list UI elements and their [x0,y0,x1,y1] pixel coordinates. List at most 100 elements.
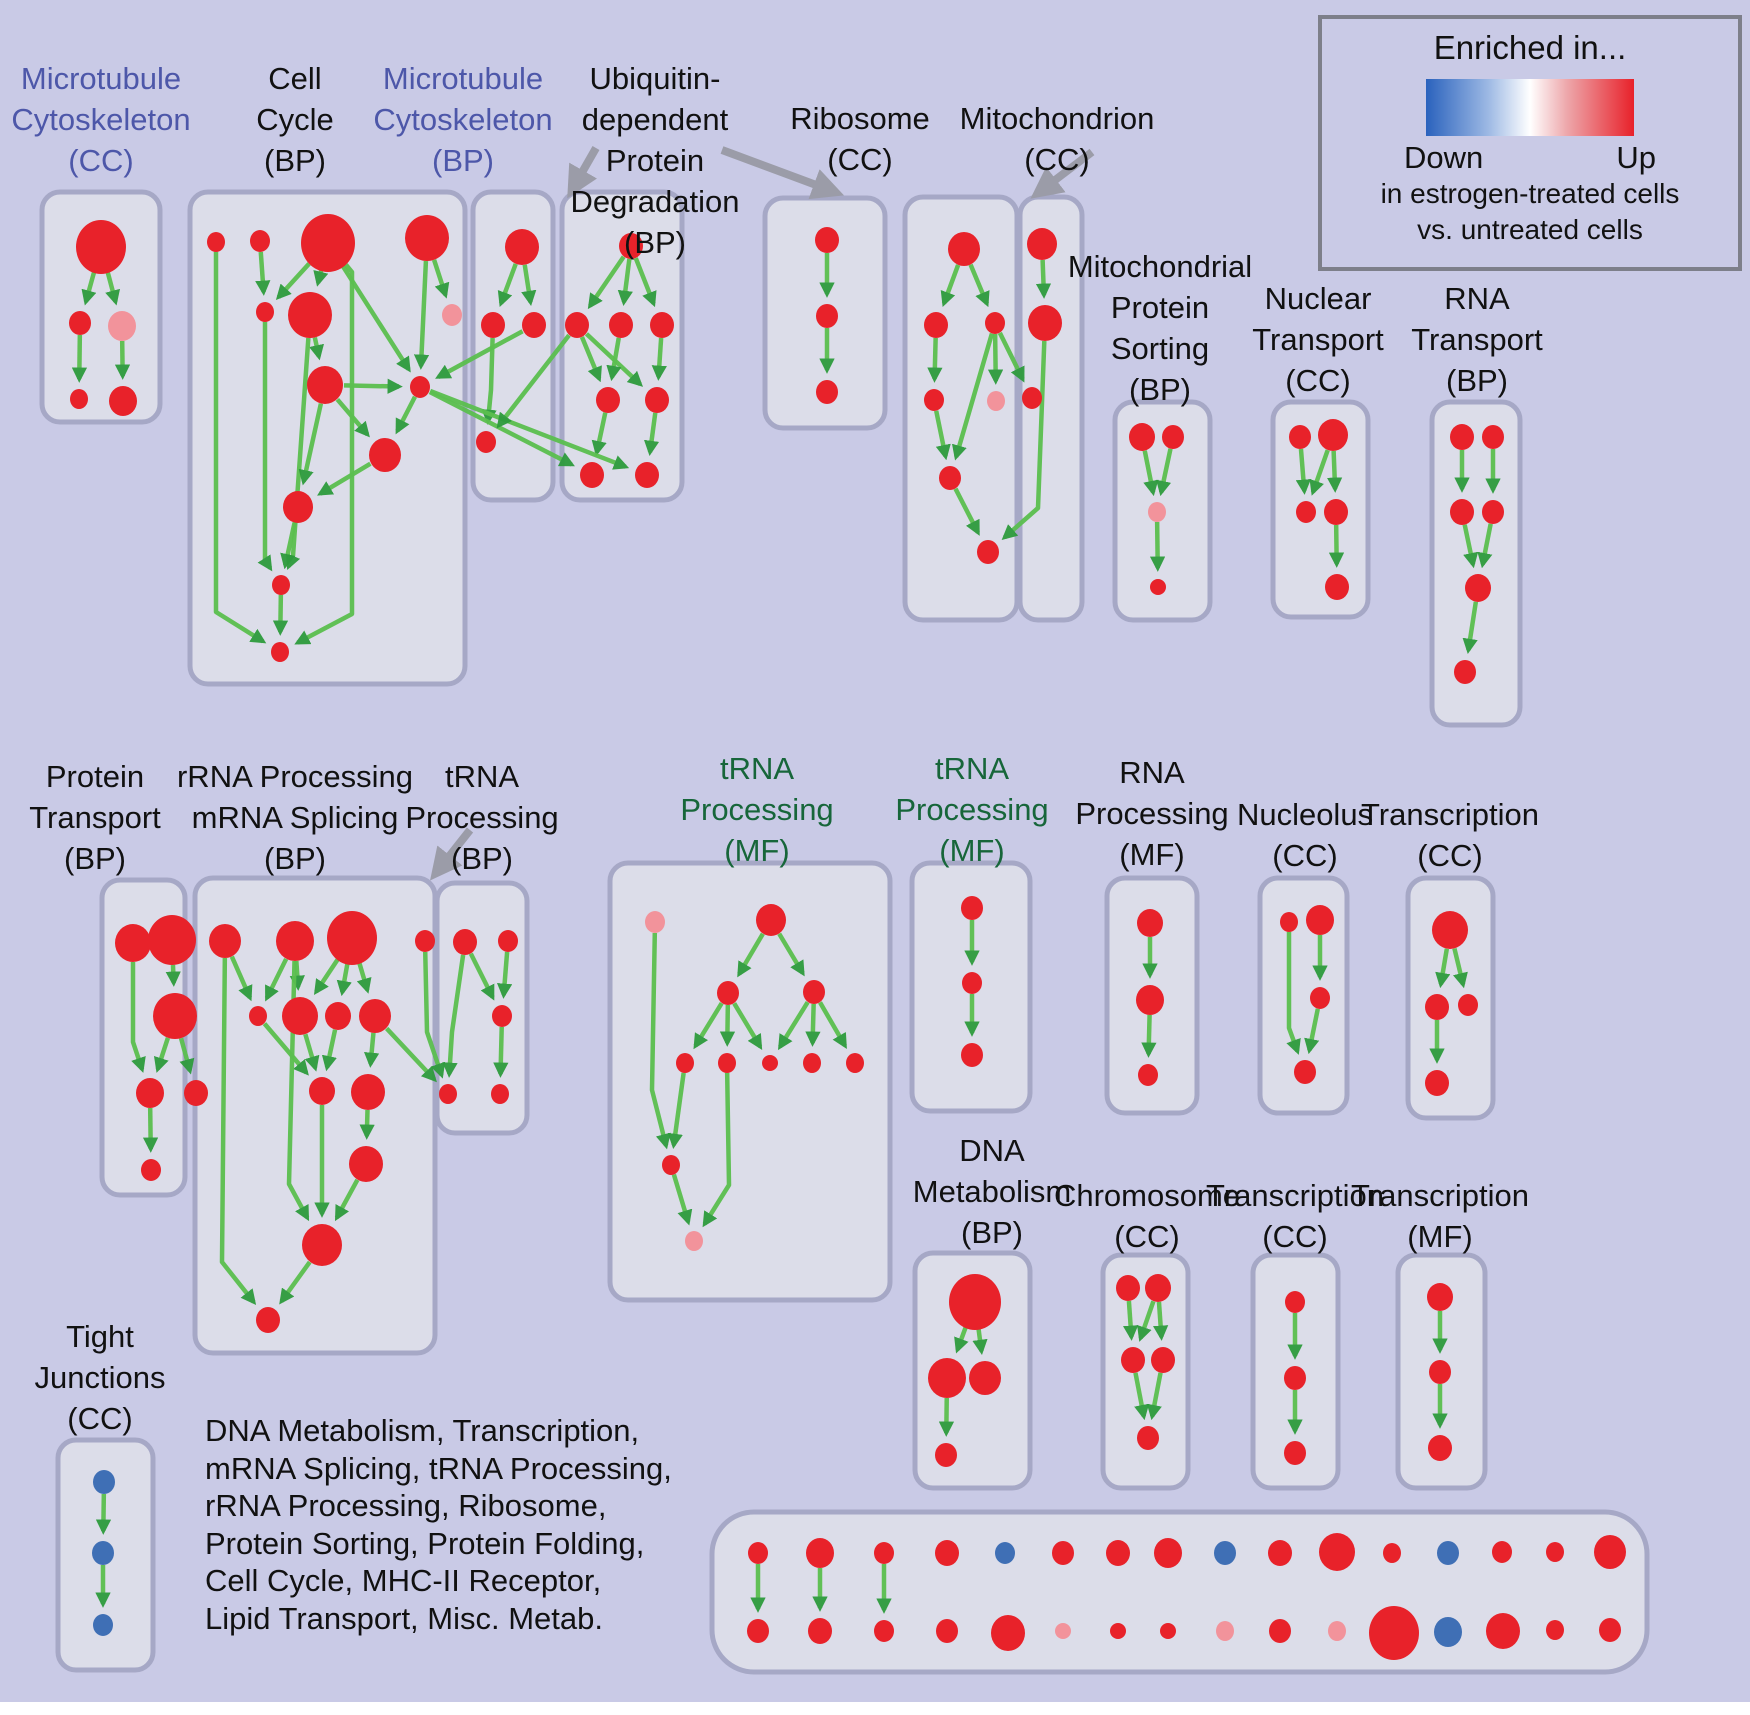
go-edge [633,257,657,308]
go-term-node-misc.m4t [935,1540,959,1566]
go-term-node-rib.rB [924,312,948,338]
pointer-arrows [430,146,1095,881]
go-term-node-cc.n5 [256,302,274,322]
go-edge [95,1493,112,1535]
go-term-node-cc.n11 [283,491,313,523]
go-term-node-misc.m12b [1369,1606,1419,1660]
go-edge [286,960,310,1222]
go-edge [229,955,253,1002]
cluster-label-line: (BP) [1445,363,1508,398]
go-term-node-rib.rG [939,466,961,490]
go-edge [818,1001,847,1049]
go-term-node-mt_cc.a [76,220,126,274]
go-term-node-tmf.g4 [676,1053,694,1073]
go-term-node-misc.m2t [806,1538,834,1568]
go-term-node-rrna.r6 [282,997,318,1035]
cluster-label-line: Transcription [1205,1178,1385,1213]
edges [71,251,1501,1614]
cluster-label-line: Metabolism [912,1174,1072,1209]
go-edge [334,1178,360,1222]
go-term-node-ub1.u4 [596,387,620,413]
go-edge [178,1037,195,1075]
go-edge [364,1032,380,1068]
go-edge [468,952,495,1001]
cluster-label-line: Degradation [570,184,740,219]
go-term-node-rrna.r8 [359,999,391,1033]
go-term-node-mito.t2 [1028,305,1062,341]
go-term-node-tcc1.x4 [1425,1070,1449,1096]
legend-gradient-bar [1426,79,1634,136]
go-term-node-chrom.c1 [1116,1275,1140,1301]
cluster-label-line: Mitochondrion [959,101,1155,136]
go-term-node-misc.m6t [1052,1541,1074,1565]
cluster-label-transcription: Transcription (CC) [1361,794,1539,876]
go-term-node-dnam.d1 [949,1274,1001,1330]
go-edge [693,1002,724,1050]
go-edge [651,337,667,381]
go-edge [497,263,518,308]
go-term-node-rrna.r11 [349,1146,383,1182]
cluster-label-line: Processing [1075,796,1229,831]
cluster-label-line: (CC) [1024,142,1090,177]
cluster-label-line: Ribosome [790,101,930,136]
go-edge [219,957,257,1305]
go-term-node-tmf2.h2 [962,972,982,994]
go-term-node-misc.m9b [1216,1621,1234,1641]
cluster-label-line: (BP) [1129,372,1191,407]
go-term-node-rpm.k3 [1138,1064,1158,1086]
go-edge [1452,947,1468,989]
go-edge [954,1326,969,1354]
go-term-node-misc.m16b [1599,1618,1621,1642]
go-edge [1327,450,1343,493]
go-term-node-rrna.r5 [249,1006,267,1026]
go-term-node-mps.p2 [1162,425,1184,449]
cluster-box-tcc1 [1405,875,1496,1121]
go-edge [671,1173,693,1226]
go-edge [313,958,340,996]
go-term-node-tj.j3 [93,1614,113,1636]
go-term-node-nucl.l2 [1306,905,1334,935]
cluster-box-mt_cc [39,189,163,425]
cluster-box-nucl [1257,875,1350,1116]
go-edge [777,1001,810,1051]
go-term-node-cc.n12 [272,575,290,595]
go-edge [649,932,671,1150]
go-term-node-mtbp.m3 [522,312,546,338]
cluster-label-trna: tRNA Processing (MF) [680,748,833,871]
go-edge [165,964,181,987]
go-term-node-ptr.w2 [148,915,196,965]
go-term-node-ptr.w1 [115,924,151,962]
go-term-node-tcc2.y1 [1285,1291,1305,1313]
go-term-node-dnam.d3 [969,1361,1001,1395]
go-term-node-misc.m9t [1214,1541,1236,1565]
cluster-label-line: (BP) [263,143,326,178]
go-edge [968,263,990,308]
cluster-box-rtr [1429,399,1523,728]
go-term-node-misc.m5b [991,1615,1025,1651]
cluster-label-line: Transport [29,800,161,835]
cluster-label-ribosome: Ribosome (CC) [790,98,930,180]
label-pointer-arrow-icon [720,146,844,200]
go-edge [496,333,571,429]
cluster-label-cell: Cell Cycle (BP) [256,58,334,181]
go-edge [972,1328,988,1356]
cluster-label-mitochondrion: Mitochondrion (CC) [960,98,1155,180]
cluster-label-line: (MF) [1119,837,1185,872]
go-term-node-tmf3.z1 [1427,1283,1453,1311]
go-term-node-cc.n7 [442,304,462,326]
go-term-node-misc.m3t [874,1542,894,1564]
legend-subtitle-line1: in estrogen-treated cells [1380,178,1680,209]
cluster-label-transcription: Transcription (CC) [1206,1175,1384,1257]
go-term-node-dnam.d2 [928,1358,966,1398]
go-edge [303,1033,320,1072]
go-edge [262,1022,309,1076]
cluster-label-line: Protein [45,759,145,794]
cluster-label-line: Cytoskeleton [11,102,191,137]
go-edge [719,1004,736,1047]
go-term-node-mtbp.m1 [505,229,539,265]
go-term-node-misc.m5t [995,1542,1015,1564]
go-edge [1295,448,1312,495]
cluster-label-transcription: Transcription (MF) [1351,1175,1529,1257]
cluster-label-line: Cell [268,61,322,96]
